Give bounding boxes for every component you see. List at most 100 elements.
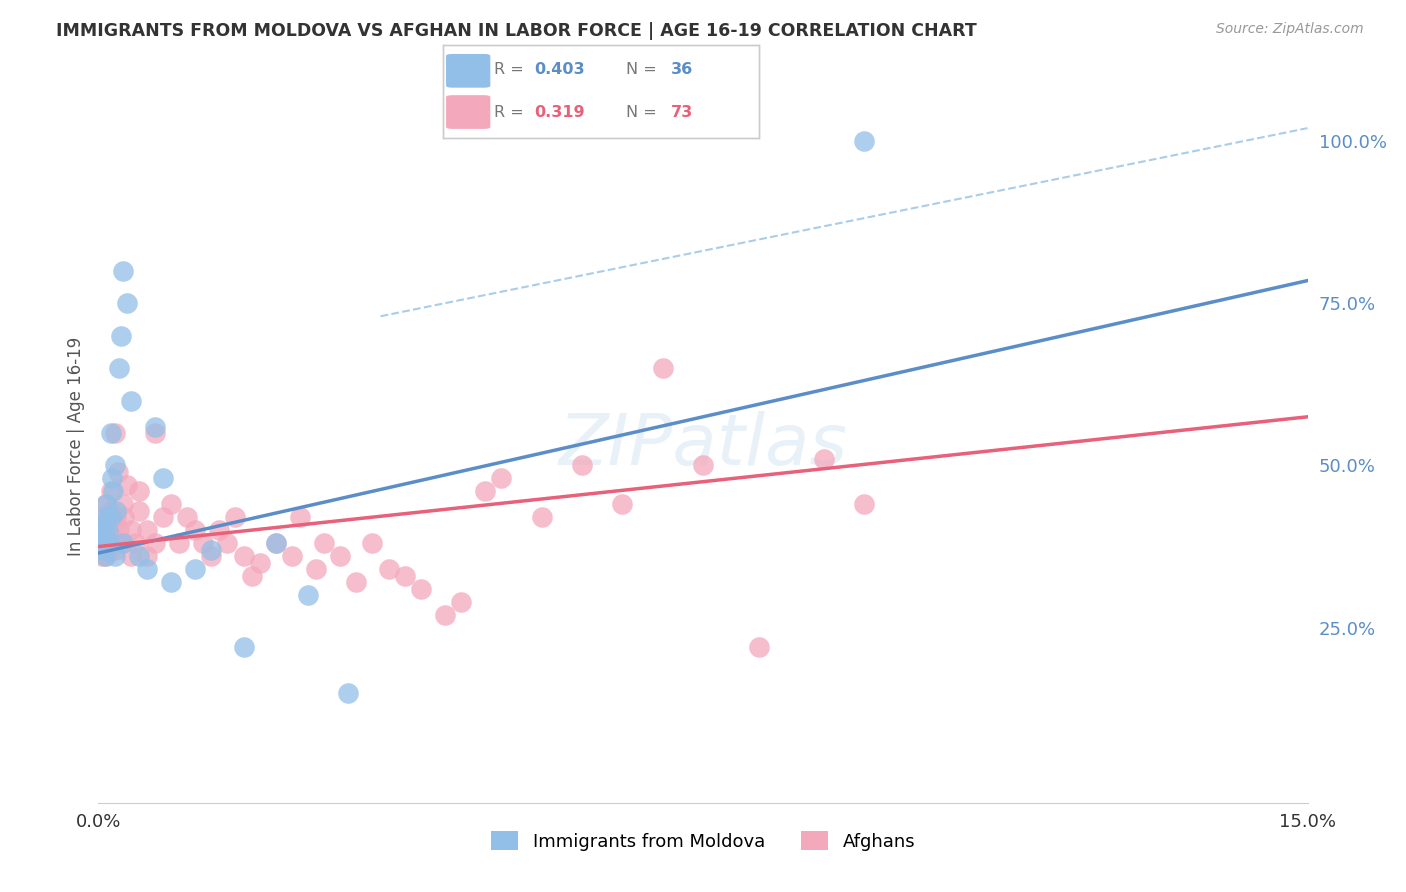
Point: [111, 536, 134, 550]
Point: [112, 510, 135, 524]
Point: [89, 536, 111, 550]
Point: [152, 510, 174, 524]
Point: [97, 524, 120, 538]
Point: [97, 524, 120, 538]
Point: [111, 264, 134, 278]
Point: [96, 497, 118, 511]
Point: [93, 530, 115, 544]
Point: [491, 471, 513, 485]
Point: [94, 510, 117, 524]
Point: [120, 524, 142, 538]
Point: [200, 549, 222, 564]
Point: [264, 536, 287, 550]
Point: [143, 536, 166, 550]
Point: [103, 549, 125, 564]
Point: [450, 595, 472, 609]
Point: [96, 536, 118, 550]
Point: [409, 582, 432, 596]
Y-axis label: In Labor Force | Age 16-19: In Labor Force | Age 16-19: [66, 336, 84, 556]
Point: [115, 478, 138, 492]
Point: [264, 536, 287, 550]
Point: [297, 588, 319, 602]
FancyBboxPatch shape: [446, 95, 491, 129]
Point: [434, 607, 457, 622]
Point: [115, 296, 138, 310]
Point: [135, 524, 157, 538]
Point: [120, 549, 142, 564]
Point: [128, 484, 150, 499]
Point: [100, 510, 122, 524]
Point: [93, 524, 115, 538]
Point: [193, 536, 215, 550]
Point: [143, 419, 166, 434]
Point: [105, 504, 128, 518]
Point: [176, 510, 198, 524]
Point: [94, 516, 117, 531]
Point: [329, 549, 352, 564]
Point: [120, 393, 142, 408]
Point: [200, 542, 222, 557]
Point: [94, 536, 117, 550]
Point: [571, 458, 593, 473]
Point: [692, 458, 714, 473]
Point: [208, 524, 231, 538]
Point: [128, 504, 150, 518]
Text: 73: 73: [671, 104, 693, 120]
Text: IMMIGRANTS FROM MOLDOVA VS AFGHAN IN LABOR FORCE | AGE 16-19 CORRELATION CHART: IMMIGRANTS FROM MOLDOVA VS AFGHAN IN LAB…: [56, 22, 977, 40]
Point: [530, 510, 553, 524]
Point: [167, 536, 190, 550]
Point: [143, 425, 166, 440]
Point: [103, 458, 125, 473]
Point: [813, 452, 835, 467]
Point: [101, 484, 124, 499]
Point: [394, 568, 416, 582]
Point: [474, 484, 496, 499]
Point: [108, 524, 131, 538]
Point: [107, 536, 129, 550]
Point: [100, 425, 122, 440]
Point: [103, 542, 125, 557]
Point: [101, 516, 124, 531]
Point: [90, 524, 112, 538]
Point: [91, 530, 114, 544]
Point: [152, 471, 174, 485]
Text: R =: R =: [494, 104, 529, 120]
FancyBboxPatch shape: [446, 54, 491, 87]
Point: [91, 549, 114, 564]
Point: [97, 536, 120, 550]
Point: [96, 497, 118, 511]
Point: [101, 530, 124, 544]
Point: [288, 510, 311, 524]
Point: [89, 536, 111, 550]
Point: [249, 556, 271, 570]
Point: [100, 484, 122, 499]
Text: ZIPatlas: ZIPatlas: [558, 411, 848, 481]
Point: [853, 497, 876, 511]
Text: 0.403: 0.403: [534, 62, 585, 78]
Text: 0.319: 0.319: [534, 104, 585, 120]
Point: [96, 536, 118, 550]
Point: [135, 549, 157, 564]
Point: [128, 549, 150, 564]
Point: [103, 425, 125, 440]
Point: [314, 536, 336, 550]
Point: [100, 536, 122, 550]
Legend: Immigrants from Moldova, Afghans: Immigrants from Moldova, Afghans: [484, 824, 922, 858]
Point: [281, 549, 304, 564]
Point: [91, 510, 114, 524]
Point: [232, 640, 254, 654]
Point: [135, 562, 157, 576]
Point: [91, 542, 114, 557]
Point: [110, 328, 132, 343]
Point: [337, 685, 360, 699]
Point: [97, 542, 120, 557]
Point: [344, 575, 367, 590]
Point: [107, 361, 129, 376]
Point: [748, 640, 770, 654]
Point: [224, 510, 246, 524]
Point: [94, 549, 117, 564]
Point: [124, 536, 146, 550]
Point: [96, 549, 118, 564]
Point: [111, 497, 134, 511]
Point: [651, 361, 673, 376]
